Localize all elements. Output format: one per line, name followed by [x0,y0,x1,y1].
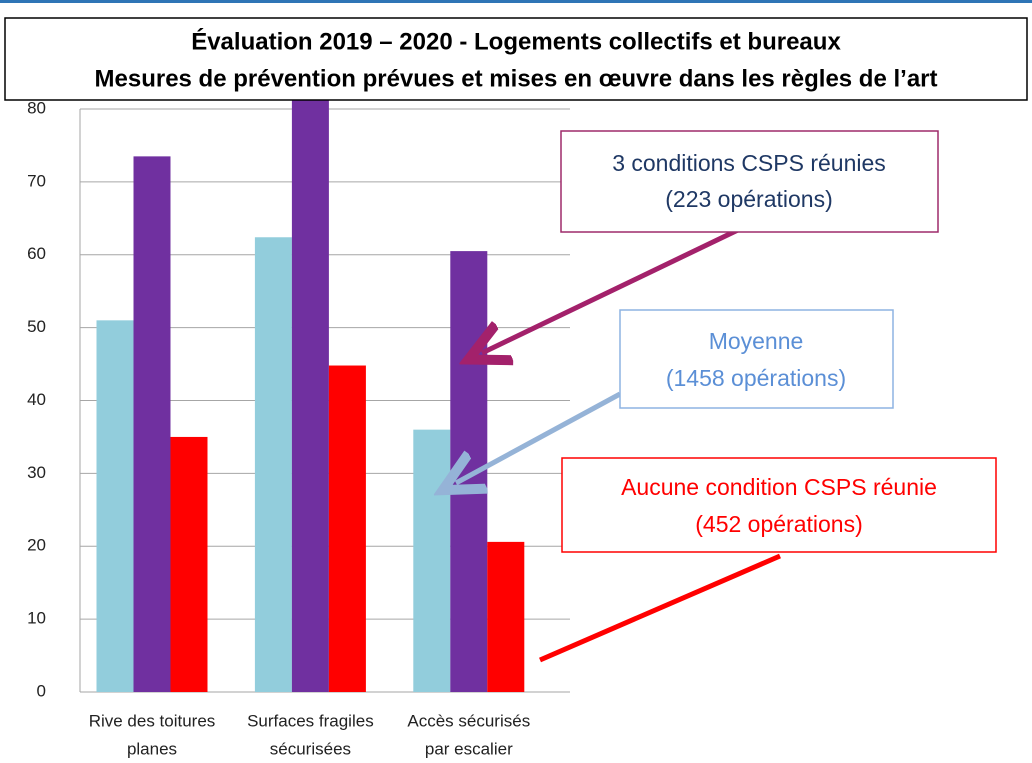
legend-label: Moyenne [709,328,804,354]
y-tick-label: 70 [27,171,46,190]
bar [328,365,366,692]
legend-box [560,130,939,233]
bar [170,436,208,692]
legend-box [619,309,894,409]
bar [96,320,134,692]
x-tick-label: planes [127,739,177,758]
legend-note: (452 opérations) [695,511,863,537]
bar [413,429,451,692]
x-tick-label: Accès sécurisés [407,711,530,730]
legend-note: (223 opérations) [665,186,833,212]
y-tick-label: 60 [27,244,46,263]
plot-area: 0 10 20 30 40 50 60 70 80 Rive des toitures planes… [27,94,570,758]
bar [291,94,329,693]
arrow [482,226,742,353]
legend-label: 3 conditions CSPS réunies [612,150,886,176]
legend-box [561,457,997,553]
bar [487,541,525,692]
arrow [456,391,622,483]
legend-label: Aucune condition CSPS réunie [621,474,937,500]
y-tick-label: 40 [27,390,46,409]
chart-title: Mesures de prévention prévues et mises e… [95,65,938,92]
y-tick-label: 50 [27,317,46,336]
x-tick-label: Surfaces fragiles [247,711,374,730]
y-tick-label: 20 [27,536,46,555]
y-tick-label: 80 [27,98,46,117]
chart-title: Évaluation 2019 – 2020 - Logements colle… [191,27,841,55]
y-tick-label: 30 [27,463,46,482]
x-tick-label: Rive des toitures [89,711,216,730]
y-tick-label: 0 [37,681,46,700]
bar [133,156,171,692]
legend-note: (1458 opérations) [666,365,846,391]
x-tick-label: sécurisées [270,739,351,758]
y-tick-label: 10 [27,609,46,628]
title-box [4,17,1028,101]
arrow [539,553,781,663]
bar [254,237,292,692]
x-tick-label: par escalier [425,739,513,758]
